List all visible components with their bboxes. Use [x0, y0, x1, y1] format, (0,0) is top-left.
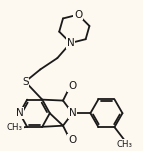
- Text: S: S: [22, 77, 29, 87]
- Text: N: N: [67, 38, 74, 48]
- Text: O: O: [68, 135, 77, 145]
- Text: O: O: [68, 81, 77, 91]
- Text: CH₃: CH₃: [7, 123, 23, 132]
- Text: CH₃: CH₃: [117, 140, 133, 149]
- Text: N: N: [16, 108, 23, 118]
- Text: N: N: [69, 108, 76, 118]
- Text: O: O: [74, 10, 82, 20]
